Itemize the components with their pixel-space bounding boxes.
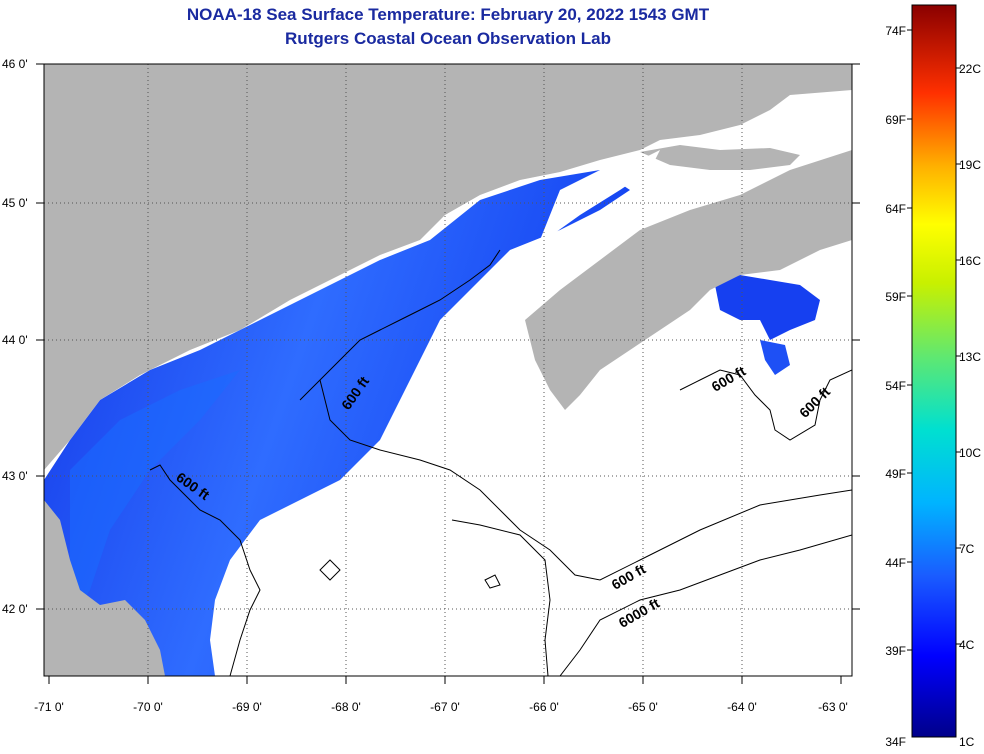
- lat-label: 45 0': [2, 196, 28, 210]
- colorbar-c-label: 7C: [959, 542, 975, 556]
- lat-label: 44 0': [2, 333, 28, 347]
- land-cape-cod: [44, 500, 165, 676]
- colorbar-f-label: 64F: [885, 202, 906, 216]
- colorbar-f-label: 54F: [885, 379, 906, 393]
- lat-label: 43 0': [2, 469, 28, 483]
- depth-contours: [149, 249, 852, 676]
- colorbar-c-label: 16C: [959, 254, 981, 268]
- lat-label: 42 0': [2, 602, 28, 616]
- map-title: NOAA-18 Sea Surface Temperature: Februar…: [186, 5, 710, 24]
- lon-label: -65 0': [628, 700, 658, 714]
- colorbar-f-label: 74F: [885, 24, 906, 38]
- colorbar-f-label: 39F: [885, 644, 906, 658]
- colorbar-c-label: 10C: [959, 446, 981, 460]
- colorbar-f-label: 49F: [885, 467, 906, 481]
- sst-near-shore-water: [70, 370, 240, 620]
- colorbar-f-label: 34F: [885, 735, 906, 749]
- lon-label: -69 0': [232, 700, 262, 714]
- sst-patch-east-2: [760, 340, 790, 375]
- lon-label: -68 0': [331, 700, 361, 714]
- lon-label: -67 0': [430, 700, 460, 714]
- lon-label: -70 0': [133, 700, 163, 714]
- map-subtitle: Rutgers Coastal Ocean Observation Lab: [285, 29, 611, 48]
- axis-ticks: [36, 63, 860, 684]
- land-maine-newbrunswick: [44, 64, 852, 470]
- colorbar-f-label: 69F: [885, 113, 906, 127]
- colorbar: [911, 4, 957, 738]
- colorbar-c-label: 1C: [959, 735, 975, 749]
- lon-label: -66 0': [529, 700, 559, 714]
- lat-label: 46 0': [2, 57, 28, 71]
- colorbar-f-label: 44F: [885, 556, 906, 570]
- bay-of-fundy: [500, 150, 660, 300]
- colorbar-c-label: 19C: [959, 158, 981, 172]
- graticule: [44, 64, 852, 676]
- land-nova-scotia: [525, 150, 852, 410]
- lon-label: -71 0': [34, 700, 64, 714]
- colorbar-c-label: 22C: [959, 62, 981, 76]
- colorbar-f-label: 59F: [885, 290, 906, 304]
- sst-cold-water: [44, 170, 630, 676]
- colorbar-ticks: [907, 29, 961, 651]
- colorbar-c-label: 4C: [959, 638, 975, 652]
- map-frame: [43, 63, 853, 677]
- colorbar-c-label: 13C: [959, 350, 981, 364]
- lon-label: -64 0': [727, 700, 757, 714]
- sst-patch-east: [715, 275, 820, 340]
- lon-label: -63 0': [818, 700, 848, 714]
- land-pei-area: [640, 145, 800, 170]
